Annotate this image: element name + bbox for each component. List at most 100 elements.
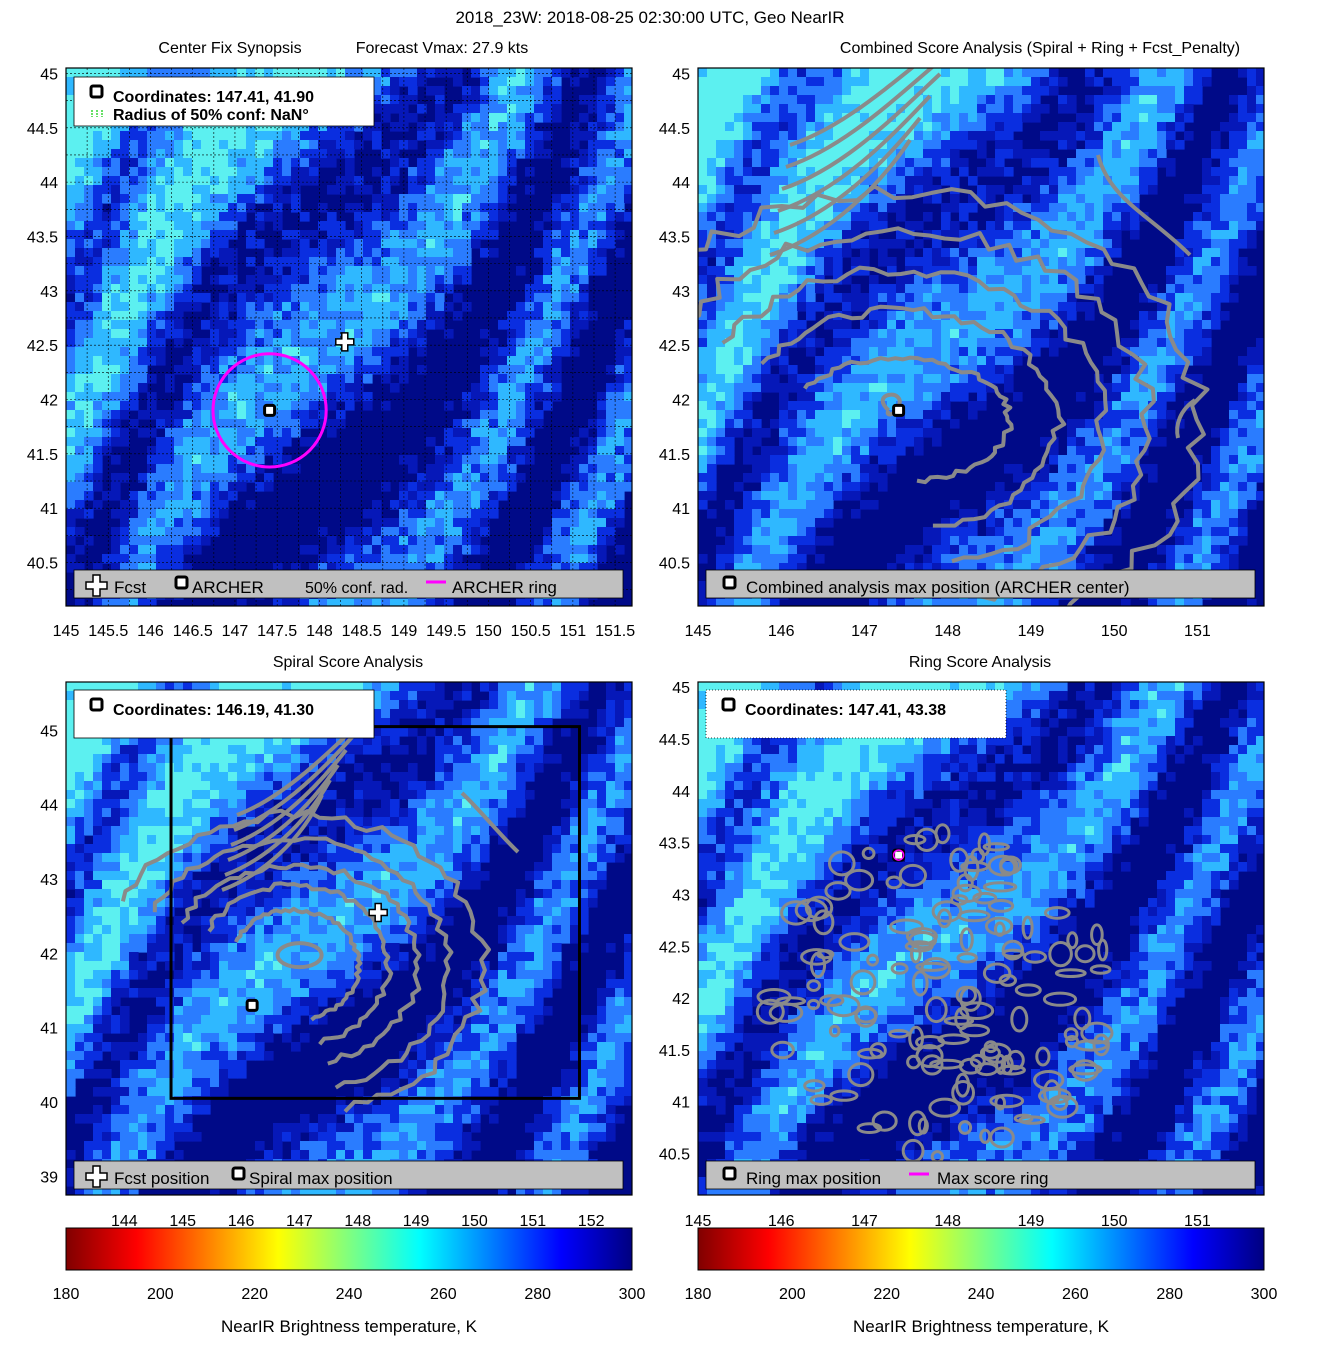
field-pixel: [273, 275, 283, 285]
field-pixel: [1211, 302, 1221, 312]
field-pixel: [462, 185, 472, 195]
field-pixel: [516, 113, 526, 123]
field-pixel: [788, 230, 798, 240]
field-pixel: [372, 122, 382, 132]
field-pixel: [1193, 86, 1203, 96]
field-pixel: [833, 203, 843, 213]
field-pixel: [923, 428, 933, 438]
field-pixel: [1067, 104, 1077, 114]
field-pixel: [192, 203, 202, 213]
field-pixel: [93, 275, 103, 285]
field-pixel: [210, 239, 220, 249]
field-pixel: [1040, 203, 1050, 213]
field-pixel: [399, 599, 409, 606]
field-pixel: [1103, 68, 1113, 78]
field-pixel: [905, 419, 915, 429]
field-pixel: [543, 257, 553, 267]
field-pixel: [1094, 131, 1104, 141]
field-pixel: [480, 86, 490, 96]
field-pixel: [770, 284, 780, 294]
field-pixel: [489, 77, 499, 87]
field-pixel: [552, 509, 562, 519]
field-pixel: [716, 185, 726, 195]
field-pixel: [959, 158, 969, 168]
field-pixel: [707, 221, 717, 231]
field-pixel: [372, 248, 382, 258]
field-pixel: [1148, 329, 1158, 339]
field-pixel: [462, 122, 472, 132]
field-pixel: [102, 356, 112, 366]
field-pixel: [707, 248, 717, 258]
field-pixel: [995, 158, 1005, 168]
field-pixel: [174, 239, 184, 249]
field-pixel: [1193, 329, 1203, 339]
field-pixel: [579, 428, 589, 438]
field-pixel: [914, 302, 924, 312]
field-pixel: [525, 374, 535, 384]
field-pixel: [525, 167, 535, 177]
field-pixel: [435, 266, 445, 276]
field-pixel: [1202, 356, 1212, 366]
field-pixel: [156, 320, 166, 330]
field-pixel: [716, 203, 726, 213]
field-pixel: [707, 239, 717, 249]
field-pixel: [147, 131, 157, 141]
field-pixel: [941, 140, 951, 150]
field-pixel: [327, 563, 337, 573]
field-pixel: [156, 248, 166, 258]
field-pixel: [462, 230, 472, 240]
field-pixel: [1166, 275, 1176, 285]
field-pixel: [725, 410, 735, 420]
field-pixel: [255, 176, 265, 186]
field-pixel: [543, 383, 553, 393]
field-pixel: [561, 266, 571, 276]
field-pixel: [201, 527, 211, 537]
field-pixel: [543, 302, 553, 312]
field-pixel: [291, 365, 301, 375]
field-pixel: [129, 554, 139, 564]
field-pixel: [138, 275, 148, 285]
field-pixel: [797, 86, 807, 96]
field-pixel: [111, 410, 121, 420]
field-pixel: [309, 311, 319, 321]
field-pixel: [914, 149, 924, 159]
field-pixel: [138, 500, 148, 510]
field-pixel: [941, 113, 951, 123]
field-pixel: [1112, 113, 1122, 123]
field-pixel: [102, 257, 112, 267]
field-pixel: [869, 158, 879, 168]
field-pixel: [950, 194, 960, 204]
field-pixel: [824, 77, 834, 87]
field-pixel: [156, 500, 166, 510]
field-pixel: [1049, 86, 1059, 96]
field-pixel: [860, 329, 870, 339]
field-pixel: [1148, 338, 1158, 348]
field-pixel: [498, 482, 508, 492]
field-pixel: [183, 446, 193, 456]
field-pixel: [851, 428, 861, 438]
field-pixel: [318, 248, 328, 258]
field-pixel: [923, 176, 933, 186]
field-pixel: [1076, 185, 1086, 195]
field-pixel: [318, 149, 328, 159]
field-pixel: [228, 446, 238, 456]
field-pixel: [264, 284, 274, 294]
field-pixel: [327, 248, 337, 258]
field-pixel: [327, 149, 337, 159]
field-pixel: [1067, 122, 1077, 132]
field-pixel: [770, 149, 780, 159]
field-pixel: [291, 194, 301, 204]
field-pixel: [471, 419, 481, 429]
field-pixel: [399, 554, 409, 564]
field-pixel: [1256, 77, 1264, 87]
field-pixel: [606, 491, 616, 501]
field-pixel: [615, 473, 625, 483]
field-pixel: [579, 239, 589, 249]
field-pixel: [93, 500, 103, 510]
field-pixel: [147, 311, 157, 321]
field-pixel: [932, 68, 942, 78]
field-pixel: [489, 167, 499, 177]
field-pixel: [75, 455, 85, 465]
field-pixel: [138, 329, 148, 339]
field-pixel: [615, 158, 625, 168]
